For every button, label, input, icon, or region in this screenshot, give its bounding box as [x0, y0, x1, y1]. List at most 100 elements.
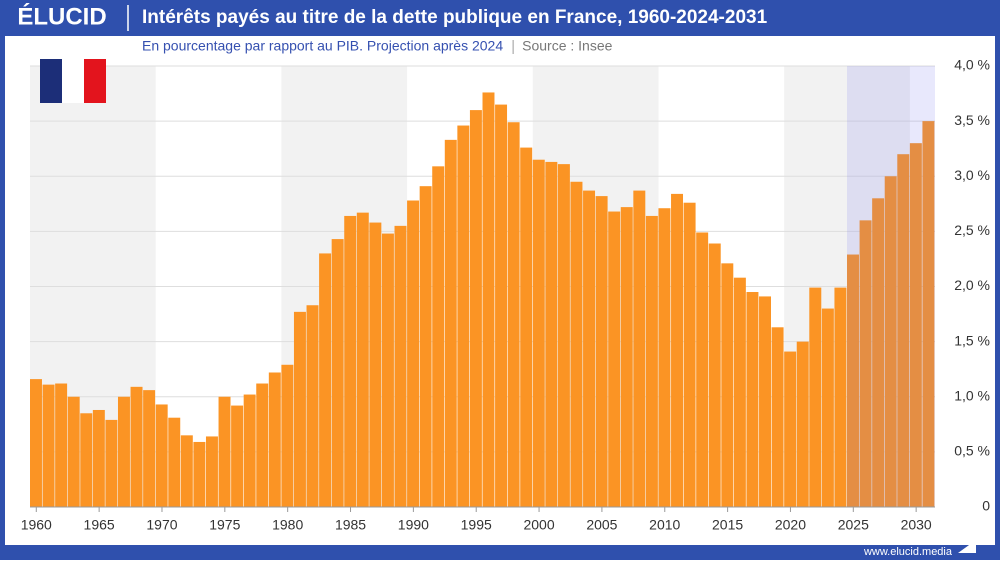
x-tick-label: 1990 — [398, 517, 429, 533]
bar — [394, 225, 407, 508]
bar — [595, 196, 608, 507]
x-tick-label: 2015 — [712, 517, 743, 533]
bar — [507, 122, 520, 507]
x-tick-label: 1975 — [209, 517, 240, 533]
flag-white — [62, 59, 84, 103]
bar — [771, 327, 784, 507]
bar — [482, 92, 495, 508]
bar — [444, 139, 457, 507]
bar — [432, 166, 445, 507]
bar — [809, 287, 822, 507]
bar — [105, 419, 118, 507]
bar — [796, 341, 809, 507]
bar — [671, 193, 684, 507]
bar — [696, 232, 709, 508]
bar — [306, 305, 319, 507]
bar — [922, 121, 935, 507]
bar — [281, 364, 294, 507]
bar — [884, 176, 897, 507]
x-tick-label: 1970 — [146, 517, 177, 533]
brand: ÉLUCID — [17, 2, 106, 30]
flag-blue — [40, 59, 62, 103]
bar — [130, 386, 143, 507]
bar — [570, 181, 583, 507]
bar — [381, 233, 394, 507]
bar — [55, 383, 68, 507]
bar — [545, 161, 558, 508]
bar — [658, 208, 671, 507]
url: www.elucid.media — [863, 546, 953, 558]
bar — [583, 190, 596, 507]
bar — [180, 435, 193, 507]
y-tick-label: 2,0 % — [954, 277, 990, 293]
bar — [218, 396, 231, 507]
x-tick-label: 2005 — [586, 517, 617, 533]
bar — [205, 436, 218, 507]
bar — [872, 198, 885, 508]
plot-area: 0 0,5 % 1,0 % 1,5 % 2,0 % 2,5 % 3,0 % 3,5 % 4,0 … — [21, 57, 990, 533]
x-tick-label: 1980 — [272, 517, 303, 533]
bar — [168, 417, 181, 507]
bar — [331, 239, 344, 507]
bar — [683, 202, 696, 507]
y-tick-label: 1,0 % — [954, 387, 990, 403]
x-tick-label: 2020 — [775, 517, 806, 533]
bar — [847, 254, 859, 507]
bar — [30, 379, 42, 507]
chart-title: Intérêts payés au titre de la dette publ… — [142, 7, 768, 28]
x-tick-label: 2000 — [523, 517, 554, 533]
y-tick-label: 4,0 % — [954, 57, 990, 73]
bar — [67, 396, 80, 507]
bar — [897, 154, 910, 507]
bar — [143, 390, 156, 507]
bar — [419, 186, 432, 508]
logo-mark — [958, 540, 976, 553]
flag-red — [84, 59, 106, 103]
bar — [256, 383, 269, 507]
bar — [42, 384, 55, 507]
x-tick-label: 1995 — [461, 517, 492, 533]
bar — [231, 405, 244, 507]
bar — [557, 164, 570, 507]
bar — [193, 441, 206, 507]
y-tick-label: 3,0 % — [954, 167, 990, 183]
bar — [721, 263, 734, 507]
bar — [469, 110, 482, 507]
bar — [319, 253, 332, 507]
bar — [117, 396, 130, 507]
bar — [268, 372, 281, 507]
y-tick-label: 2,5 % — [954, 222, 990, 238]
flag — [40, 59, 106, 103]
bar — [520, 147, 533, 507]
bar — [80, 413, 93, 507]
y-tick-label: 0,5 % — [954, 443, 990, 459]
x-tick-label: 2010 — [649, 517, 680, 533]
bar — [746, 292, 759, 507]
bar — [293, 311, 306, 507]
bar — [859, 220, 872, 507]
bar — [356, 212, 369, 507]
bar — [633, 190, 646, 507]
bar — [708, 243, 721, 507]
y-tick-label: 0 — [982, 498, 990, 514]
y-tick-label: 3,5 % — [954, 112, 990, 128]
bar — [532, 159, 545, 507]
bar — [909, 143, 922, 508]
bar — [369, 222, 382, 507]
x-tick-label: 1960 — [21, 517, 52, 533]
x-tick-label: 2030 — [901, 517, 932, 533]
bar — [784, 351, 797, 507]
bar — [620, 207, 633, 507]
bar — [608, 211, 621, 507]
projection-overlay — [847, 66, 935, 507]
x-tick-label: 1965 — [84, 517, 115, 533]
bar — [821, 308, 834, 507]
bar — [645, 215, 658, 507]
bar — [495, 104, 508, 508]
bar — [155, 404, 168, 507]
source: Source : Insee — [522, 38, 612, 54]
bar — [759, 296, 771, 507]
x-tick-label: 1985 — [335, 517, 366, 533]
bar — [243, 394, 256, 507]
